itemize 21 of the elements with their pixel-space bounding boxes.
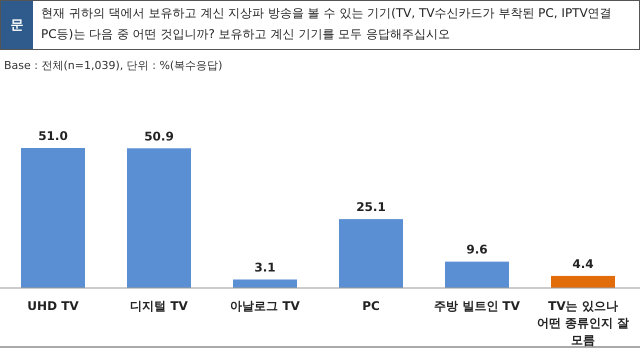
x-tick-label: 주방 빌트인 TV [434, 299, 521, 313]
x-tick-label: PC [362, 299, 380, 313]
data-label: 9.6 [466, 242, 488, 257]
bar [445, 262, 509, 288]
x-tick-label: TV는 있으나 어떤 종류인지 잘 모름 [536, 299, 630, 347]
data-label: 51.0 [38, 129, 68, 143]
text: 문 [1, 1, 33, 49]
bar [21, 148, 85, 288]
x-tick-label: 디지털 TV [130, 299, 189, 313]
bar [233, 279, 297, 288]
bar [551, 276, 615, 288]
data-label: 50.9 [144, 129, 174, 144]
data-label: 3.1 [254, 260, 276, 274]
data-label: 4.4 [572, 256, 594, 271]
bar [127, 148, 191, 288]
x-tick-label: UHD TV [27, 299, 80, 313]
chart-title: 현재 귀하의 댁에서 보유하고 계신 지상파 방송을 볼 수 있는 기기(TV, TV수신카드가 부착된 PC, IPTV연결 PC등)는 다음 중 어떤 것입니까? 보유하고 계신 기기를 모두 응답해주십시오 [40, 5, 613, 43]
data-label: 25.1 [356, 200, 386, 214]
x-tick-label: 아날로그 TV [230, 299, 301, 313]
chart-subtitle: Base : 전체(n=1,039), 단위 : %(복수응답) [4, 58, 222, 73]
bar [339, 219, 403, 288]
